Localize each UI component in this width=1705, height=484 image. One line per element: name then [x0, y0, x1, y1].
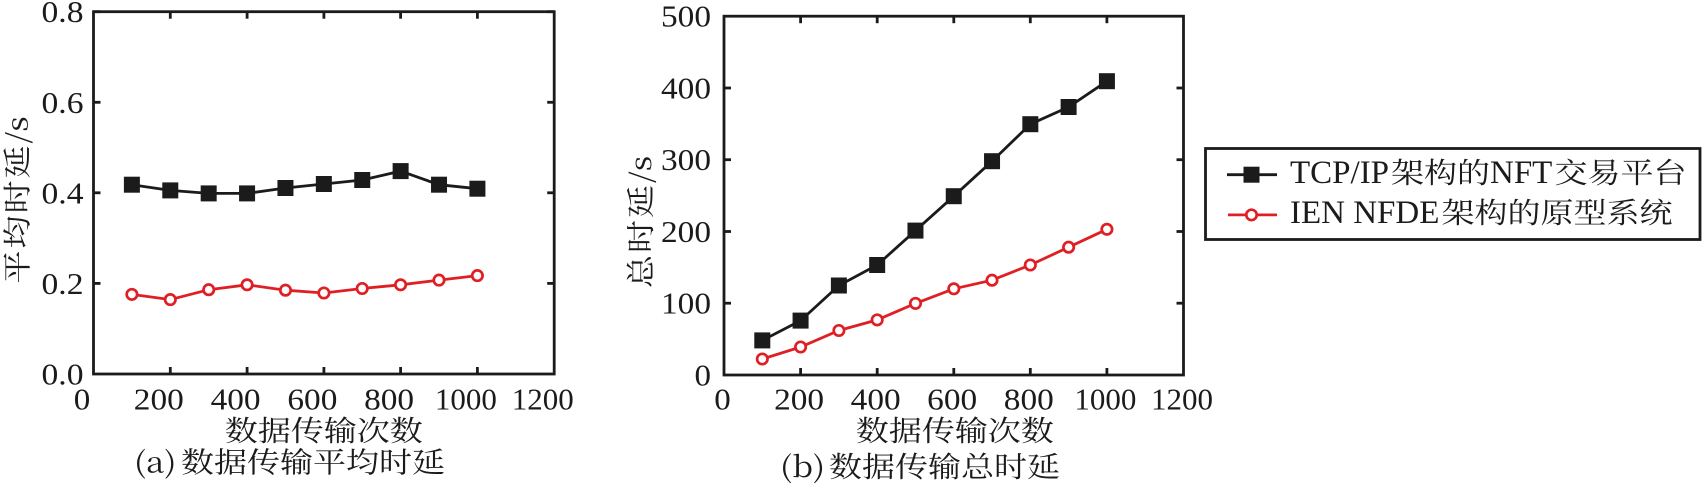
svg-text:500: 500: [661, 0, 711, 34]
svg-text:400: 400: [851, 381, 901, 416]
svg-text:0: 0: [695, 358, 712, 393]
svg-text:IEN NFDE: IEN NFDE: [1290, 195, 1439, 231]
svg-text:300: 300: [661, 142, 711, 177]
svg-text:400: 400: [661, 71, 711, 106]
svg-text:0: 0: [714, 381, 731, 416]
svg-text:200: 200: [774, 381, 824, 416]
svg-text:1200: 1200: [512, 381, 574, 416]
svg-text:600: 600: [287, 381, 337, 416]
svg-text:1200: 1200: [1151, 381, 1213, 416]
svg-text:0.6: 0.6: [42, 85, 84, 120]
svg-text:0.8: 0.8: [42, 0, 84, 29]
svg-text:0.2: 0.2: [42, 266, 84, 301]
svg-text:0.0: 0.0: [42, 357, 84, 392]
svg-text:200: 200: [134, 381, 184, 416]
svg-text:0: 0: [74, 381, 91, 416]
svg-text:0.4: 0.4: [42, 175, 85, 210]
svg-text:800: 800: [364, 381, 414, 416]
svg-text:1000: 1000: [1074, 381, 1136, 416]
svg-text:600: 600: [927, 381, 977, 416]
svg-text:TCP/IP: TCP/IP: [1290, 155, 1389, 191]
svg-text:800: 800: [1004, 381, 1054, 416]
svg-text:400: 400: [211, 381, 261, 416]
svg-text:NFT: NFT: [1490, 155, 1552, 191]
svg-text:100: 100: [661, 286, 711, 321]
svg-text:200: 200: [661, 214, 711, 249]
svg-text:1000: 1000: [435, 381, 497, 416]
